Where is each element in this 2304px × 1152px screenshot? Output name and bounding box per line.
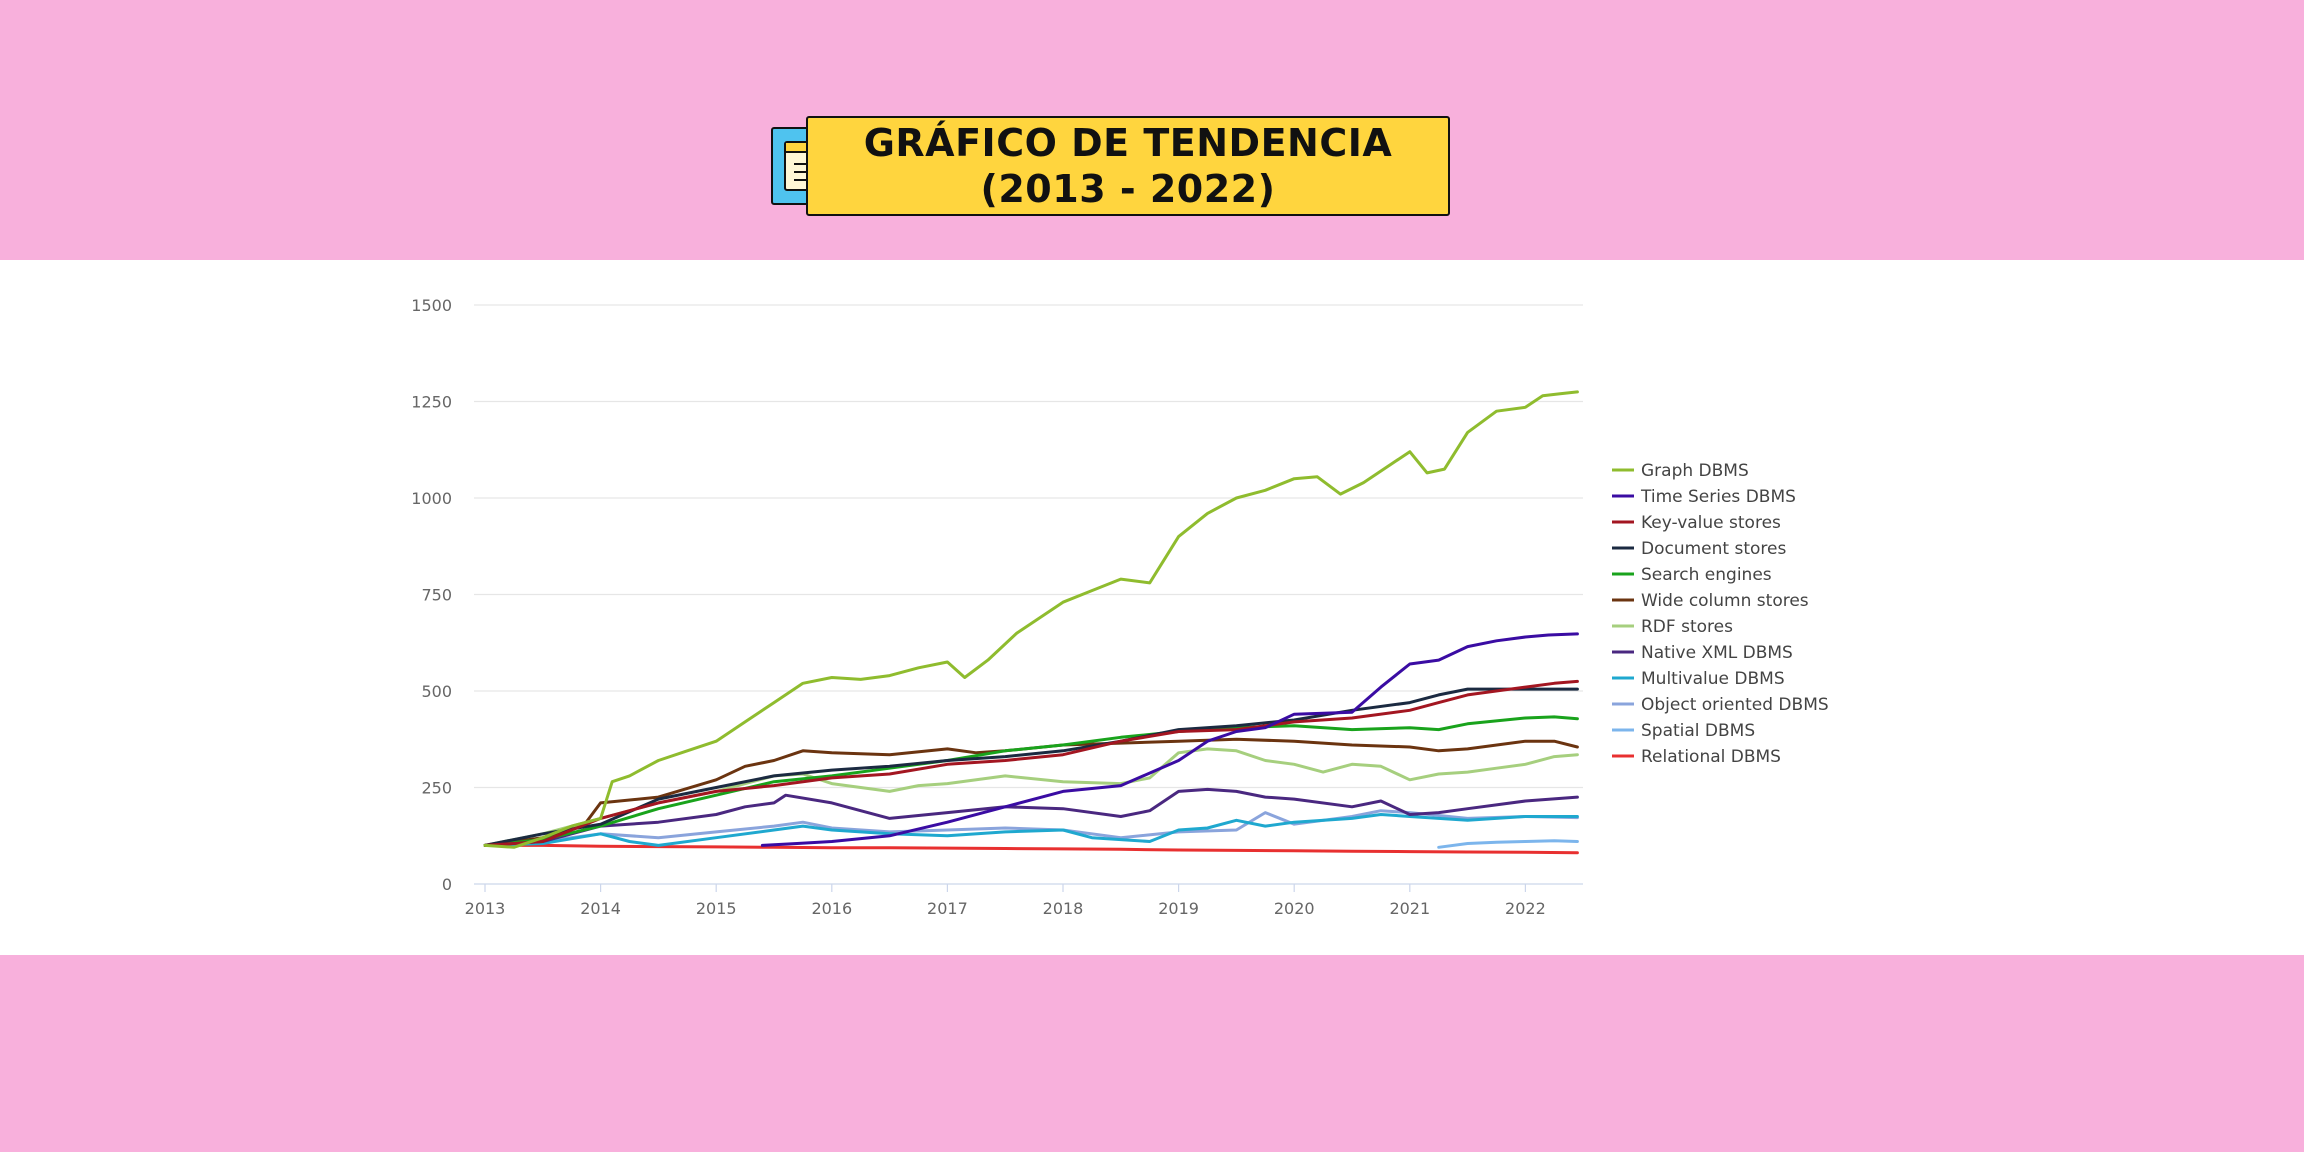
- x-tick-label: 2018: [1043, 899, 1084, 918]
- legend-label: Key-value stores: [1641, 513, 1781, 533]
- series-line-key-value-stores[interactable]: [483, 679, 1579, 847]
- x-tick-label: 2016: [811, 899, 852, 918]
- legend-item-time-series-dbms[interactable]: Time Series DBMS: [1612, 487, 1796, 507]
- legend-label: Wide column stores: [1641, 591, 1809, 611]
- series-line-search-engines[interactable]: [483, 715, 1579, 847]
- legend-item-rdf-stores[interactable]: RDF stores: [1612, 617, 1733, 637]
- series-lines: [483, 390, 1579, 855]
- legend-label: Native XML DBMS: [1641, 643, 1793, 663]
- title-line-1: GRÁFICO DE TENDENCIA: [863, 121, 1393, 165]
- legend-item-multivalue-dbms[interactable]: Multivalue DBMS: [1612, 669, 1785, 689]
- legend-item-search-engines[interactable]: Search engines: [1612, 565, 1772, 585]
- legend-label: Graph DBMS: [1641, 461, 1749, 481]
- legend-label: Search engines: [1641, 565, 1772, 585]
- legend[interactable]: Graph DBMS Time Series DBMS Key-value stor…: [1612, 461, 1829, 767]
- legend-label: Multivalue DBMS: [1641, 669, 1785, 689]
- legend-item-relational-dbms[interactable]: Relational DBMS: [1612, 747, 1781, 767]
- y-tick-label: 1250: [411, 393, 452, 412]
- x-tick-label: 2022: [1505, 899, 1546, 918]
- y-tick-label: 0: [442, 875, 452, 894]
- legend-item-object-oriented-dbms[interactable]: Object oriented DBMS: [1612, 695, 1829, 715]
- series-line-spatial-dbms[interactable]: [1437, 839, 1579, 849]
- x-tick-label: 2015: [696, 899, 737, 918]
- x-tick-label: 2014: [580, 899, 621, 918]
- title-line-2: (2013 - 2022): [980, 167, 1276, 211]
- series-line-time-series-dbms[interactable]: [760, 632, 1579, 847]
- title-box: GRÁFICO DE TENDENCIA (2013 - 2022): [806, 116, 1450, 216]
- series-line-graph-dbms[interactable]: [483, 390, 1579, 849]
- legend-item-native-xml-dbms[interactable]: Native XML DBMS: [1612, 643, 1793, 663]
- notepad-line: [794, 179, 814, 181]
- legend-item-graph-dbms[interactable]: Graph DBMS: [1612, 461, 1749, 481]
- y-tick-label: 250: [421, 779, 452, 798]
- y-tick-label: 1500: [411, 296, 452, 315]
- x-tick-label: 2017: [927, 899, 968, 918]
- legend-label: Time Series DBMS: [1640, 487, 1796, 507]
- legend-label: Object oriented DBMS: [1641, 695, 1829, 715]
- legend-item-document-stores[interactable]: Document stores: [1612, 539, 1786, 559]
- x-axis-ticks: 2013 2014 2015 2016 2017 2018 2019 2020 2021 2022: [465, 884, 1546, 918]
- y-tick-label: 750: [421, 586, 452, 605]
- x-tick-label: 2019: [1158, 899, 1199, 918]
- legend-label: Spatial DBMS: [1641, 721, 1755, 741]
- x-tick-label: 2013: [465, 899, 506, 918]
- x-tick-label: 2020: [1274, 899, 1315, 918]
- series-line-native-xml-dbms[interactable]: [483, 787, 1579, 847]
- y-tick-label: 1000: [411, 489, 452, 508]
- legend-label: Relational DBMS: [1641, 747, 1781, 767]
- bottom-band: [0, 955, 2304, 1152]
- legend-item-spatial-dbms[interactable]: Spatial DBMS: [1612, 721, 1755, 741]
- grid: [474, 304, 1583, 885]
- series-line-relational-dbms[interactable]: [483, 843, 1579, 855]
- legend-item-key-value-stores[interactable]: Key-value stores: [1612, 513, 1781, 533]
- legend-item-wide-column-stores[interactable]: Wide column stores: [1612, 591, 1809, 611]
- series-line-multivalue-dbms[interactable]: [483, 813, 1579, 847]
- legend-label: Document stores: [1641, 539, 1786, 559]
- y-tick-label: 500: [421, 682, 452, 701]
- x-tick-label: 2021: [1389, 899, 1430, 918]
- series-line-document-stores[interactable]: [483, 687, 1579, 847]
- legend-label: RDF stores: [1641, 617, 1733, 637]
- y-axis-ticks: 0 250 500 750 1000 1250 1500: [411, 296, 452, 894]
